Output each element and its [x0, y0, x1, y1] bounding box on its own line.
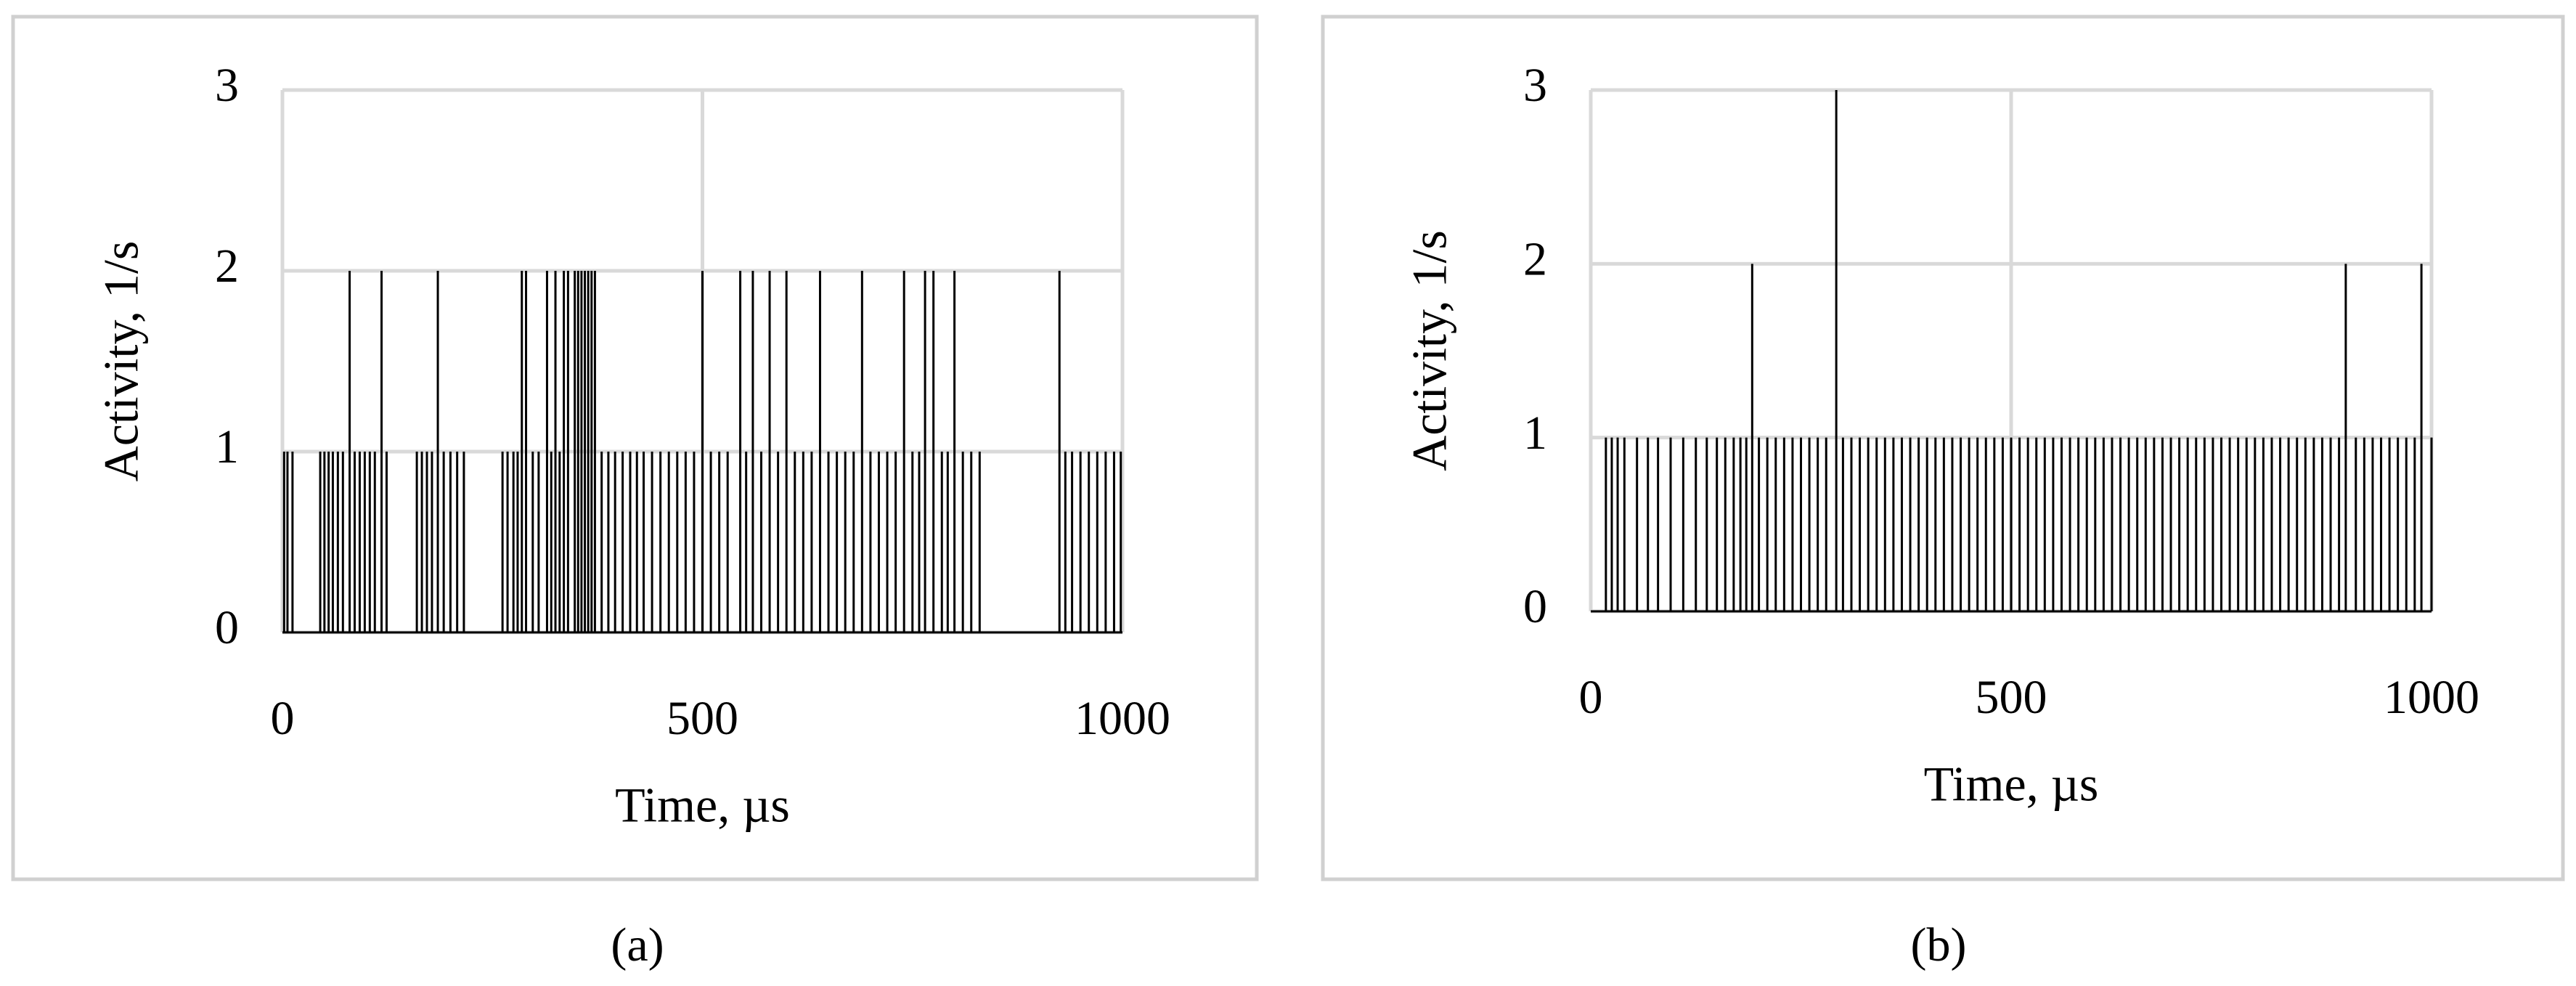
- y-tick-label: 1: [1523, 407, 1547, 460]
- x-axis-title: Time, µs: [1924, 757, 2099, 812]
- x-tick-label: 1000: [1075, 692, 1170, 745]
- x-tick-label: 500: [667, 692, 738, 745]
- x-tick-label: 1000: [2384, 671, 2479, 724]
- y-tick-label: 3: [215, 59, 239, 112]
- y-tick-label: 1: [215, 420, 239, 473]
- panel-caption: (a): [611, 918, 664, 971]
- x-tick-label: 0: [271, 692, 295, 745]
- x-tick-label: 0: [1579, 671, 1603, 724]
- y-tick-label: 2: [1523, 232, 1547, 285]
- y-axis-title: Activity, 1/s: [94, 241, 149, 482]
- panel-caption: (b): [1911, 918, 1967, 971]
- y-tick-label: 3: [1523, 59, 1547, 112]
- x-tick-label: 500: [1976, 671, 2047, 724]
- panel-frame: [11, 15, 1259, 881]
- x-axis-title: Time, µs: [615, 778, 790, 833]
- y-tick-label: 0: [215, 601, 239, 654]
- y-tick-label: 0: [1523, 580, 1547, 633]
- y-axis-title: Activity, 1/s: [1402, 230, 1457, 471]
- y-tick-label: 2: [215, 240, 239, 293]
